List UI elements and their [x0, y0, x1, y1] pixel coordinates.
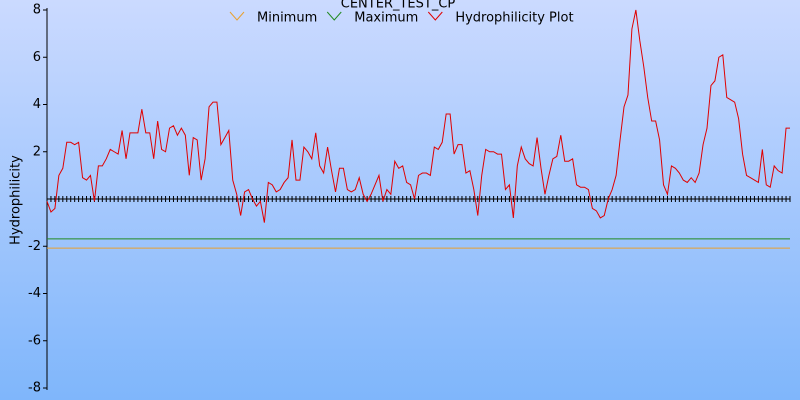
- y-tick-label: -8: [28, 381, 41, 396]
- legend-icon: [326, 11, 342, 21]
- legend-label: Hydrophilicity Plot: [455, 11, 573, 26]
- y-tick-label: -2: [28, 239, 41, 254]
- y-tick-label: 4: [33, 97, 41, 112]
- y-axis-label: Hydrophilicity: [9, 155, 24, 245]
- legend-label: Minimum: [257, 11, 317, 26]
- legend-label: Maximum: [354, 11, 418, 26]
- y-tick-label: -6: [28, 333, 41, 348]
- y-tick-label: 2: [33, 144, 41, 159]
- legend-icon: [229, 11, 245, 21]
- legend-icon: [427, 11, 443, 21]
- y-tick-label: 6: [33, 50, 41, 65]
- data-line: [46, 9, 790, 223]
- y-tick-label: 8: [33, 3, 41, 18]
- chart-title: CENTER_TEST_CP: [341, 0, 456, 12]
- y-tick-label: -4: [28, 286, 41, 301]
